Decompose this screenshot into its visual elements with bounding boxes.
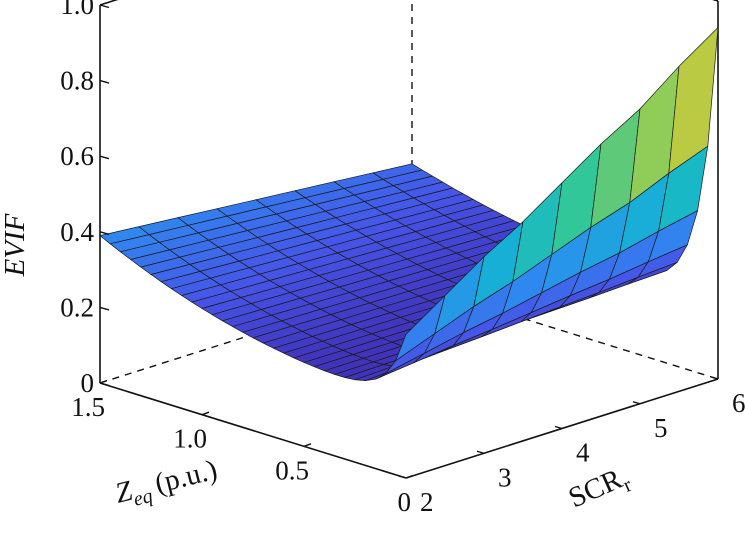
x-tick-mark — [99, 379, 108, 384]
x-axis-line — [99, 382, 407, 479]
z-tick-label: 0.6 — [60, 141, 94, 171]
z-tick-mark — [99, 231, 110, 235]
z-tick-mark — [99, 4, 110, 9]
y-axis-title-main: SCR — [564, 463, 628, 515]
x-tick-mark — [201, 411, 210, 416]
z-tick-label: 0.2 — [60, 292, 94, 322]
evif-surface — [99, 27, 719, 382]
y-tick-label: 6 — [732, 388, 745, 418]
x-tick-label: 1.5 — [71, 392, 105, 422]
top-right-edge — [712, 0, 719, 2]
z-tick-mark — [99, 155, 110, 160]
z-tick-label: 1.0 — [60, 0, 94, 20]
x-tick-label: 0 — [398, 487, 412, 517]
z-tick-label: 0.4 — [60, 217, 94, 247]
z-tick-mark — [99, 382, 110, 387]
y-tick-mark — [632, 401, 641, 405]
x-tick-label: 1.0 — [173, 424, 207, 454]
y-tick-mark — [398, 475, 407, 479]
y-tick-label: 2 — [420, 487, 434, 517]
y-tick-mark — [710, 376, 719, 380]
y-tick-label: 4 — [576, 438, 590, 468]
y-tick-label: 5 — [654, 413, 668, 443]
y-axis-title: SCRr — [564, 460, 636, 519]
x-tick-mark — [405, 474, 414, 479]
x-axis-title-units: (p.u.) — [152, 454, 221, 500]
hidden-floor-edge-zeq — [99, 283, 413, 384]
y-tick-mark — [476, 450, 485, 454]
x-tick-mark — [303, 443, 312, 447]
z-tick-mark — [99, 79, 110, 84]
x-tick-label: 0.5 — [275, 455, 309, 485]
z-tick-mark — [99, 306, 110, 311]
z-tick-label: 0.8 — [60, 66, 94, 96]
y-tick-mark — [554, 425, 563, 430]
surface-cell — [668, 27, 719, 174]
x-axis-title: Zeq(p.u.) — [112, 454, 222, 515]
axis-ticks: 0 0.2 0.4 0.6 0.8 1.0 0 0.5 1.0 1.5 2 3 4 5 6 — [60, 0, 745, 517]
z-axis-title: EVIF — [0, 213, 31, 277]
z-tick-label: 0 — [81, 368, 95, 398]
y-tick-label: 3 — [498, 462, 512, 492]
x-axis-title-sub: eq — [131, 485, 155, 511]
top-back-edge — [99, 0, 119, 6]
